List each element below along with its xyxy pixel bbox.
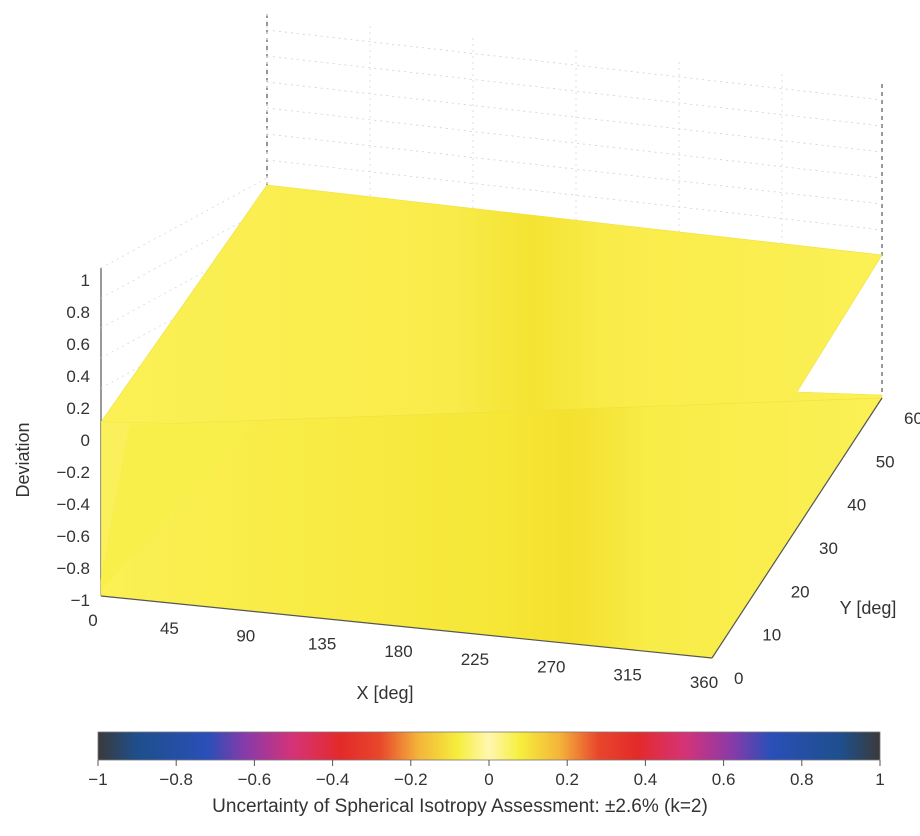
x-tick-label: 0 <box>88 611 97 630</box>
x-axis-line <box>100 595 713 659</box>
x-tick-label: 180 <box>384 642 412 661</box>
x-tick-label: 270 <box>537 658 565 677</box>
y-tick-label: 50 <box>876 452 895 471</box>
grid-line <box>266 55 883 127</box>
z-tick-labels: −1 −0.8 −0.6 −0.4 −0.2 0 0.2 0.4 0.6 0.8 1 <box>56 271 90 610</box>
grid-line <box>266 107 883 179</box>
colorbar-tick-label: 0.6 <box>712 770 736 789</box>
y-axis-label: Y [deg] <box>840 598 897 618</box>
z-tick-label: 0.2 <box>66 399 90 418</box>
y-tick-label: 60 <box>904 409 920 428</box>
y-tick-labels: 0 10 20 30 40 50 60 <box>734 409 920 688</box>
x-tick-label: 135 <box>308 634 336 653</box>
upper-surface <box>100 184 883 426</box>
grid-line <box>100 177 268 269</box>
front-axes <box>100 397 883 659</box>
grid-line <box>266 133 883 205</box>
z-tick-label: 0.4 <box>66 367 90 386</box>
y-tick-label: 30 <box>819 539 838 558</box>
colorbar-tick-label: 0.4 <box>634 770 658 789</box>
colorbar: −1 −0.8 −0.6 −0.4 −0.2 0 0.2 0.4 0.6 0.8 1 <box>88 731 885 789</box>
x-axis-label: X [deg] <box>356 683 413 703</box>
colorbar-tick-label: −1 <box>88 770 107 789</box>
colorbar-tick-label: −0.6 <box>238 770 272 789</box>
grid-line <box>266 159 883 231</box>
z-tick-label: −0.4 <box>56 495 90 514</box>
colorbar-tick-label: −0.8 <box>159 770 193 789</box>
z-tick-label: −0.2 <box>56 463 90 482</box>
surface-layers <box>100 184 883 659</box>
colorbar-gradient <box>97 731 881 761</box>
x-tick-label: 360 <box>690 673 718 692</box>
z-tick-label: 1 <box>81 271 90 290</box>
lower-surface-left-patch <box>101 422 250 590</box>
colorbar-tick-label: −0.2 <box>394 770 428 789</box>
z-axis-label: Deviation <box>13 422 33 497</box>
colorbar-tick-label: 0 <box>484 770 493 789</box>
y-tick-label: 40 <box>847 496 866 515</box>
x-tick-label: 90 <box>236 627 255 646</box>
colorbar-tick-label: −0.4 <box>316 770 350 789</box>
z-tick-label: −1 <box>71 591 90 610</box>
grid-line <box>266 29 883 101</box>
colorbar-tick-label: 1 <box>875 770 884 789</box>
colorbar-tick-label: 0.2 <box>555 770 579 789</box>
grid-line <box>100 207 268 299</box>
colorbar-tick-labels: −1 −0.8 −0.6 −0.4 −0.2 0 0.2 0.4 0.6 0.8 1 <box>88 760 885 789</box>
y-tick-label: 0 <box>734 669 743 688</box>
z-tick-label: 0 <box>81 431 90 450</box>
z-tick-label: −0.6 <box>56 527 90 546</box>
x-tick-labels: 0 45 90 135 180 225 270 315 360 <box>88 611 718 692</box>
y-tick-label: 20 <box>791 582 810 601</box>
x-tick-label: 45 <box>160 619 179 638</box>
y-tick-label: 10 <box>762 626 781 645</box>
z-tick-label: 0.8 <box>66 303 90 322</box>
z-tick-label: −0.8 <box>56 559 90 578</box>
colorbar-tick-label: 0.8 <box>790 770 814 789</box>
colorbar-caption: Uncertainty of Spherical Isotropy Assess… <box>212 796 708 817</box>
x-tick-label: 225 <box>461 650 489 669</box>
grid-line <box>266 81 883 153</box>
y-axis-line <box>711 397 883 659</box>
z-tick-label: 0.6 <box>66 335 90 354</box>
x-tick-label: 315 <box>613 665 641 684</box>
